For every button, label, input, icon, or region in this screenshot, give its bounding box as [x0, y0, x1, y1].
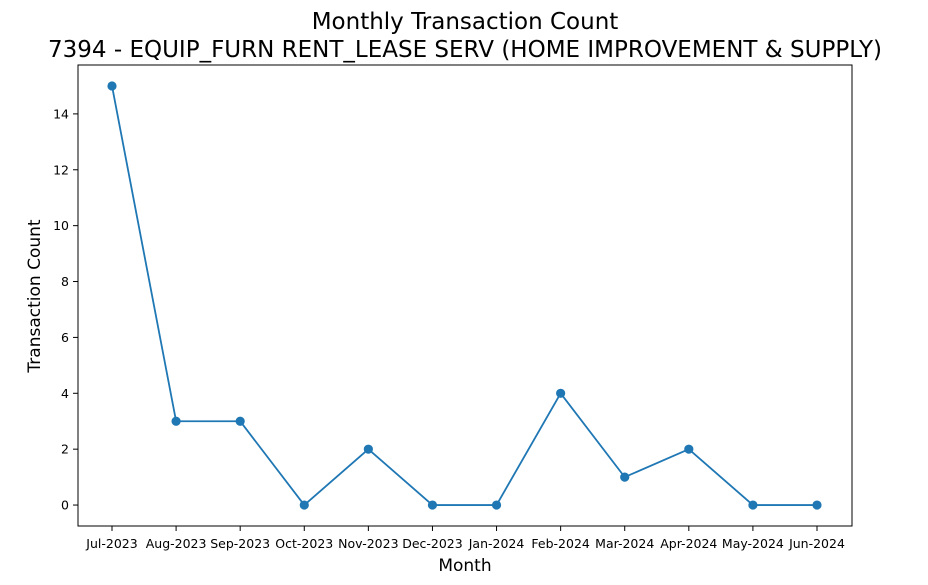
x-tick-label: Jul-2023	[85, 536, 137, 551]
x-tick-label: Jan-2024	[468, 536, 525, 551]
x-tick-label: Mar-2024	[595, 536, 654, 551]
x-tick-label: May-2024	[722, 536, 784, 551]
series-line	[111, 85, 817, 506]
data-point	[235, 416, 245, 426]
x-tick-label: Sep-2023	[210, 536, 270, 551]
y-tick-label: 2	[61, 442, 69, 457]
x-tick-label: Apr-2024	[660, 536, 717, 551]
data-point	[748, 500, 758, 510]
data-point	[491, 500, 502, 510]
y-tick-label: 14	[53, 106, 69, 121]
chart-subtitle: 7394 - EQUIP_FURN RENT_LEASE SERV (HOME …	[48, 37, 882, 63]
data-point	[556, 388, 566, 398]
x-tick-label: Dec-2023	[402, 536, 463, 551]
x-tick-label: Nov-2023	[338, 536, 398, 551]
data-point	[299, 500, 309, 510]
y-axis: 0 2 4 6 8 10 12 14	[53, 106, 78, 513]
y-tick-label: 10	[53, 218, 69, 233]
chart-title: Monthly Transaction Count	[312, 9, 619, 35]
x-tick-label: Jun-2024	[788, 536, 845, 551]
plot-area-frame	[77, 64, 853, 527]
y-tick-label: 6	[61, 330, 69, 345]
data-point	[427, 500, 438, 510]
series-transaction-count	[107, 81, 822, 510]
data-point	[171, 416, 181, 426]
y-tick-label: 4	[61, 386, 69, 401]
x-tick-label: Oct-2023	[275, 536, 333, 551]
y-tick-label: 0	[61, 498, 69, 513]
data-point	[620, 472, 630, 482]
y-tick-label: 12	[53, 162, 69, 177]
data-point	[812, 500, 822, 510]
data-point	[107, 81, 117, 91]
y-axis-label: Transaction Count	[25, 219, 45, 373]
x-axis-label: Month	[438, 556, 491, 576]
data-point	[684, 444, 694, 454]
x-tick-label: Feb-2024	[531, 536, 590, 551]
x-tick-label: Aug-2023	[146, 536, 207, 551]
x-axis: Jul-2023 Aug-2023 Sep-2023 Oct-2023 Nov-2023…	[85, 526, 845, 551]
y-tick-label: 8	[61, 274, 69, 289]
data-point	[363, 444, 373, 454]
